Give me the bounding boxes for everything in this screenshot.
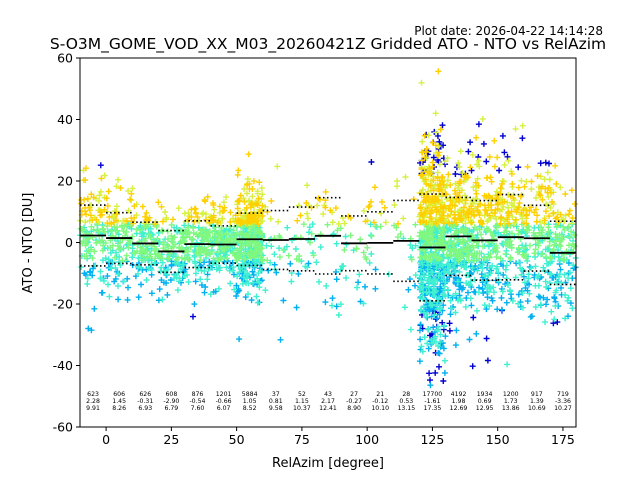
y-tick-label: 20 — [57, 174, 73, 189]
x-axis-ticks: 0 25 50 75 100 125 150 175 — [102, 427, 575, 447]
bin-count: 606 — [113, 391, 125, 398]
bin-count: 43 — [324, 391, 332, 398]
bin-count: 5884 — [242, 391, 258, 398]
bin-std: 10.69 — [528, 405, 546, 412]
scatter-series-1 — [81, 258, 579, 389]
bin-count: 1201 — [216, 391, 232, 398]
plot-date: Plot date: 2026-04-22 14:14:28 — [414, 24, 603, 38]
bin-count: 719 — [557, 391, 569, 398]
y-tick-label: -40 — [53, 358, 73, 373]
bin-std: 7.60 — [191, 405, 205, 412]
bin-std: 17.35 — [424, 405, 442, 412]
bin-count: 876 — [192, 391, 204, 398]
bin-mean: 1.15 — [295, 398, 309, 405]
scatter-series-5 — [78, 68, 578, 227]
bin-mean: 2.17 — [321, 398, 335, 405]
bin-std: 9.91 — [86, 405, 100, 412]
bin-std: 6.07 — [217, 405, 231, 412]
bin-count: 28 — [402, 391, 410, 398]
bin-count: 1200 — [503, 391, 519, 398]
bin-mean: -1.61 — [424, 398, 440, 405]
bin-mean: 1.98 — [452, 398, 466, 405]
bin-mean: -0.31 — [137, 398, 153, 405]
x-tick-label: 100 — [355, 432, 379, 447]
bin-mean: 1.05 — [243, 398, 257, 405]
x-tick-label: 125 — [420, 432, 444, 447]
bin-std: 12.69 — [450, 405, 468, 412]
bin-mean-lines — [80, 234, 576, 254]
bin-mean: -3.36 — [555, 398, 571, 405]
y-tick-label: 0 — [65, 235, 73, 250]
bin-count: 917 — [531, 391, 543, 398]
bin-count: 21 — [376, 391, 384, 398]
bin-std: 12.41 — [319, 405, 337, 412]
scatter-points — [77, 68, 579, 389]
bin-std: 8.26 — [112, 405, 126, 412]
bin-mean: -0.54 — [189, 398, 205, 405]
bin-count: 623 — [87, 391, 99, 398]
chart-title: S-O3M_GOME_VOD_XX_M03_20260421Z Gridded … — [50, 35, 606, 54]
x-axis-label: RelAzim [degree] — [272, 456, 384, 471]
bin-std: 8.52 — [243, 405, 257, 412]
bin-mean: 1.45 — [112, 398, 126, 405]
bin-mean: -2.90 — [163, 398, 179, 405]
y-tick-label: 60 — [57, 51, 73, 66]
bin-mean: 1.39 — [530, 398, 544, 405]
x-tick-label: 150 — [486, 432, 510, 447]
bin-count: 626 — [139, 391, 151, 398]
bin-std: 9.58 — [269, 405, 283, 412]
bin-count: 17700 — [423, 391, 443, 398]
bin-mean: 0.69 — [478, 398, 492, 405]
bin-std: 13.15 — [397, 405, 415, 412]
y-axis-ticks: -60 -40 -20 0 20 40 60 — [53, 51, 80, 435]
bin-std: 8.90 — [347, 405, 361, 412]
x-tick-label: 50 — [229, 432, 245, 447]
bin-mean: -0.27 — [346, 398, 362, 405]
y-axis-label: ATO - NTO [DU] — [21, 193, 36, 294]
bin-std: 6.79 — [164, 405, 178, 412]
bin-std: 10.10 — [371, 405, 389, 412]
bin-std: 6.93 — [138, 405, 152, 412]
bin-count: 52 — [298, 391, 306, 398]
bin-count: 4192 — [451, 391, 467, 398]
bin-count: 37 — [272, 391, 280, 398]
y-tick-label: 40 — [57, 112, 73, 127]
bin-std: 13.86 — [502, 405, 520, 412]
bin-mean: -0.12 — [372, 398, 388, 405]
bin-count: 1934 — [477, 391, 493, 398]
x-tick-label: 0 — [102, 432, 110, 447]
y-tick-label: -20 — [53, 297, 73, 312]
y-tick-label: -60 — [53, 420, 73, 435]
scatter-series-3 — [77, 221, 578, 264]
x-tick-label: 75 — [294, 432, 310, 447]
bin-std: 12.95 — [476, 405, 494, 412]
bin-mean: 0.81 — [269, 398, 283, 405]
bin-std: 10.27 — [554, 405, 572, 412]
bin-count: 608 — [165, 391, 177, 398]
bin-std: 10.37 — [293, 405, 311, 412]
bin-mean: 2.28 — [86, 398, 100, 405]
x-tick-label: 25 — [163, 432, 179, 447]
bin-mean: -0.66 — [216, 398, 232, 405]
bin-mean: 1.73 — [504, 398, 518, 405]
bin-mean: 0.53 — [399, 398, 413, 405]
bin-std-lines — [80, 193, 576, 302]
x-tick-label: 175 — [551, 432, 575, 447]
bin-count: 27 — [350, 391, 358, 398]
